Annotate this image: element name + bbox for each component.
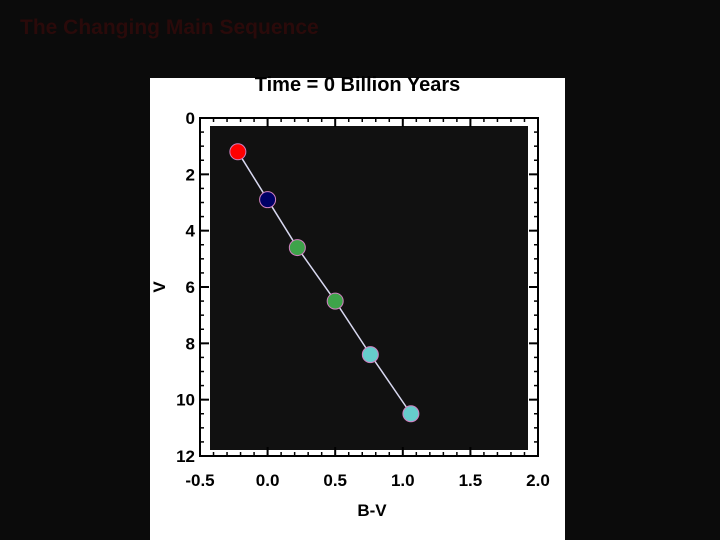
- x-tick-label: 1.5: [459, 471, 483, 490]
- y-tick-label: 12: [176, 447, 195, 466]
- data-point: [288, 239, 306, 257]
- data-point: [402, 405, 420, 423]
- y-tick-label: 0: [186, 109, 195, 128]
- chart-title: Time = 0 Billion Years: [254, 74, 461, 96]
- y-tick-label: 2: [186, 165, 195, 184]
- x-tick-label: -0.5: [185, 471, 214, 490]
- x-tick-label: 0.0: [256, 471, 280, 490]
- y-tick-label: 8: [186, 334, 195, 353]
- data-point: [361, 346, 379, 364]
- scatter-plot: -0.5 0.0 0.5 1.0 1.5 2.0 0 2 4 6 8 10 12 B-V V: [150, 109, 550, 520]
- main-sequence-line: [237, 151, 412, 415]
- y-tick-label: 10: [176, 391, 195, 410]
- x-axis-label: B-V: [357, 501, 387, 520]
- y-tick-label: 4: [186, 222, 196, 241]
- data-point: [229, 143, 247, 161]
- x-tick-label: 1.0: [391, 471, 415, 490]
- chart-figure: Time = 0 Billion Years -0.5 0.0 0.5 1.0 1.5 2…: [150, 74, 565, 540]
- y-tick-label: 6: [186, 278, 195, 297]
- x-tick-label: 0.5: [323, 471, 347, 490]
- slide-title: The Changing Main Sequence: [20, 16, 319, 39]
- data-point: [326, 292, 344, 310]
- y-axis-label: V: [150, 281, 169, 293]
- plot-area: [210, 126, 528, 450]
- data-point: [259, 191, 277, 209]
- x-tick-label: 2.0: [526, 471, 550, 490]
